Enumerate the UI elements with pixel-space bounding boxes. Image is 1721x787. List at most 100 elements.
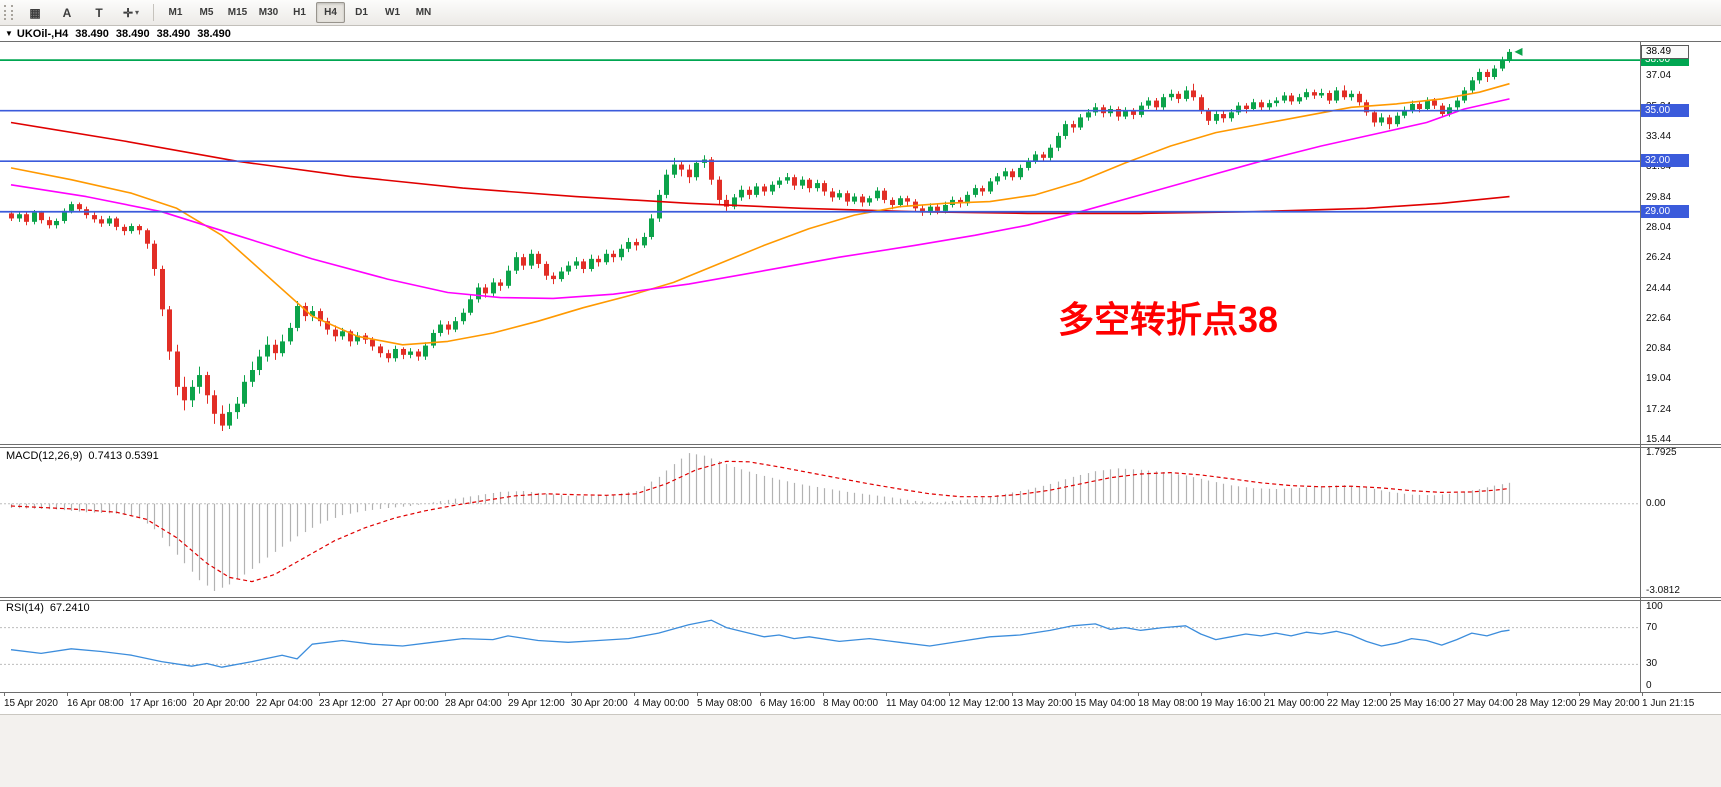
rsi-indicator-title: RSI(14) 67.2410 xyxy=(6,602,90,614)
rsi-axis-tick: 70 xyxy=(1646,621,1658,633)
macd-axis-tick: 0.00 xyxy=(1646,497,1666,509)
price-axis-tick: 37.04 xyxy=(1646,70,1672,82)
macd-name: MACD(12,26,9) xyxy=(6,450,83,462)
macd-axis-tick: -3.0812 xyxy=(1646,585,1680,596)
timeframe-button-group: M1 M5 M15 M30 H1 H4 D1 W1 MN xyxy=(161,2,438,23)
macd-signal-line xyxy=(10,460,1510,583)
ohlc-open: 38.490 xyxy=(75,28,109,40)
time-axis-label: 23 Apr 12:00 xyxy=(319,698,376,709)
toolbar: ▦ A T ✛ ▾ M1 M5 M15 M30 H1 H4 D1 W1 MN xyxy=(0,0,1721,26)
time-axis-label: 1 Jun 21:15 xyxy=(1642,698,1695,709)
timeframe-M30-button[interactable]: M30 xyxy=(258,7,279,18)
horizontal-level-lines xyxy=(0,59,1640,213)
ohlc-low: 38.490 xyxy=(156,28,191,40)
current-price-arrow-icon xyxy=(1514,47,1523,56)
time-axis-label: 16 Apr 08:00 xyxy=(67,698,124,709)
time-axis-label: 8 May 00:00 xyxy=(823,698,879,709)
rsi-axis-tick: 100 xyxy=(1646,601,1663,612)
time-axis-label: 30 Apr 20:00 xyxy=(571,698,628,709)
time-axis-label: 20 Apr 20:00 xyxy=(193,698,250,709)
panel-frames xyxy=(0,41,1721,693)
text-label-tool-button[interactable]: T xyxy=(84,2,114,24)
timeframe-M5-button[interactable]: M5 xyxy=(199,7,214,18)
chart-ohlc-header: ▼ UKOil-,H4 38.490 38.490 38.490 38.490 xyxy=(5,28,231,40)
chart-grid-button[interactable]: ▦ xyxy=(20,2,50,24)
macd-panel xyxy=(0,453,1640,591)
timeframe-M15-button[interactable]: M15 xyxy=(227,7,248,18)
time-axis-label: 13 May 20:00 xyxy=(1012,698,1073,709)
ma-red-line xyxy=(10,121,1510,215)
current-price-flag: 38.49 xyxy=(1641,44,1689,59)
timeframe-MN-button[interactable]: MN xyxy=(415,7,432,18)
timeframe-H4-button[interactable]: H4 xyxy=(316,2,345,23)
ma-magenta-line xyxy=(10,98,1510,300)
chart-text-annotation[interactable]: 多空转折点38 xyxy=(1058,299,1279,340)
chart-collapse-icon: ▼ xyxy=(5,29,13,38)
toolbar-icon-group: ▦ A T ✛ ▾ xyxy=(20,2,146,24)
level-price-flag-35.00: 35.00 xyxy=(1641,103,1689,117)
time-axis-label: 4 May 00:00 xyxy=(634,698,690,709)
rsi-line xyxy=(10,619,1510,668)
rsi-value: 67.2410 xyxy=(49,602,90,614)
crosshair-tool-icon: ✛ xyxy=(122,5,134,20)
rsi-axis-tick: 30 xyxy=(1646,658,1658,670)
time-axis-label: 11 May 04:00 xyxy=(886,698,946,709)
price-axis-tick: 15.44 xyxy=(1646,434,1672,446)
time-axis-label: 15 Apr 2020 xyxy=(4,698,58,709)
ohlc-high: 38.490 xyxy=(115,28,150,40)
rsi-axis-tick: 0 xyxy=(1646,680,1652,691)
time-axis-label: 25 May 16:00 xyxy=(1390,698,1451,709)
time-axis-ticks xyxy=(4,692,1643,696)
time-axis-label: 22 Apr 04:00 xyxy=(256,698,313,709)
timeframe-M1-button[interactable]: M1 xyxy=(168,7,183,18)
toolbar-separator xyxy=(153,4,154,21)
time-axis-label: 21 May 00:00 xyxy=(1264,698,1325,709)
level-price-flag-29.00: 29.00 xyxy=(1641,204,1689,218)
price-axis-tick: 20.84 xyxy=(1646,343,1672,355)
time-axis-label: 17 Apr 16:00 xyxy=(130,698,187,709)
time-axis-label: 29 May 20:00 xyxy=(1579,698,1640,709)
time-axis-label: 27 Apr 00:00 xyxy=(382,698,439,709)
time-axis-label: 15 May 04:00 xyxy=(1075,698,1136,709)
price-axis-tick: 17.24 xyxy=(1646,403,1672,415)
font-tool-button[interactable]: A xyxy=(52,2,82,24)
time-axis-label: 22 May 12:00 xyxy=(1327,698,1388,709)
ohlc-close: 38.490 xyxy=(197,28,231,40)
price-axis-tick: 33.44 xyxy=(1646,130,1672,142)
macd-values: 0.7413 0.5391 xyxy=(88,450,159,462)
time-axis-label: 19 May 16:00 xyxy=(1201,698,1262,709)
price-axis-tick: 22.64 xyxy=(1646,312,1672,324)
time-axis-label: 29 Apr 12:00 xyxy=(508,698,565,709)
text-label-tool-icon: T xyxy=(95,5,103,20)
macd-indicator-title: MACD(12,26,9) 0.7413 0.5391 xyxy=(6,450,159,462)
moving-averages xyxy=(10,82,1510,346)
dropdown-caret-icon: ▾ xyxy=(135,8,140,17)
toolbar-grip[interactable] xyxy=(4,5,13,20)
price-axis-tick: 29.84 xyxy=(1646,191,1672,203)
price-axis-tick: 28.04 xyxy=(1646,221,1672,233)
macd-axis-tick: 1.7925 xyxy=(1646,447,1677,458)
font-tool-icon: A xyxy=(62,5,72,20)
time-axis-label: 28 May 12:00 xyxy=(1516,698,1577,709)
crosshair-tool-button[interactable]: ✛ ▾ xyxy=(116,2,146,24)
rsi-panel xyxy=(0,619,1640,668)
price-axis-tick: 19.04 xyxy=(1646,373,1672,385)
timeframe-H1-button[interactable]: H1 xyxy=(293,7,306,18)
time-axis-label: 27 May 04:00 xyxy=(1453,698,1514,709)
bottom-empty-area xyxy=(0,714,1721,787)
timeframe-D1-button[interactable]: D1 xyxy=(355,7,368,18)
price-axis-tick: 26.24 xyxy=(1646,252,1672,264)
timeframe-W1-button[interactable]: W1 xyxy=(385,7,400,18)
ma-orange-line xyxy=(10,82,1510,346)
chart-grid-icon: ▦ xyxy=(29,5,41,20)
time-axis-label: 6 May 16:00 xyxy=(760,698,816,709)
time-axis-label: 28 Apr 04:00 xyxy=(445,698,502,709)
symbol-period-label: UKOil-,H4 xyxy=(16,28,69,40)
time-axis-label: 5 May 08:00 xyxy=(697,698,753,709)
time-axis-label: 12 May 12:00 xyxy=(949,698,1010,709)
level-price-flag-32.00: 32.00 xyxy=(1641,154,1689,168)
price-axis-tick: 24.44 xyxy=(1646,282,1672,294)
